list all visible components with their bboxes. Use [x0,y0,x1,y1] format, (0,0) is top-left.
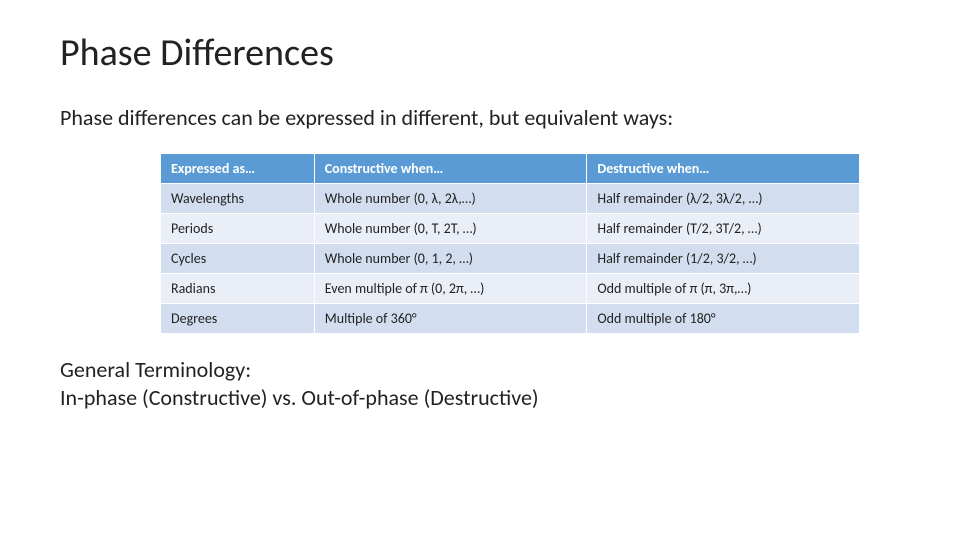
phase-table-wrap: Expressed as… Constructive when… Destruc… [160,153,860,334]
table-row: Cycles Whole number (0, 1, 2, …) Half re… [161,244,860,274]
cell-des: Odd multiple of π (π, 3π,…) [587,274,860,304]
cell-des: Half remainder (λ/2, 3λ/2, …) [587,184,860,214]
table-row: Radians Even multiple of π (0, 2π, …) Od… [161,274,860,304]
terminology-block: General Terminology: In-phase (Construct… [60,356,900,411]
cell-expr: Periods [161,214,315,244]
cell-expr: Wavelengths [161,184,315,214]
table-row: Periods Whole number (0, T, 2T, …) Half … [161,214,860,244]
cell-des: Half remainder (T/2, 3T/2, …) [587,214,860,244]
col-header-expressed-as: Expressed as… [161,154,315,184]
cell-des: Half remainder (1/2, 3/2, …) [587,244,860,274]
cell-des: Odd multiple of 180° [587,304,860,334]
cell-con: Whole number (0, λ, 2λ,…) [314,184,587,214]
terminology-line-2: In-phase (Constructive) vs. Out-of-phase… [60,384,900,412]
phase-table: Expressed as… Constructive when… Destruc… [160,153,860,334]
col-header-constructive: Constructive when… [314,154,587,184]
intro-text: Phase differences can be expressed in di… [60,104,900,131]
terminology-line-1: General Terminology: [60,356,900,384]
cell-con: Whole number (0, 1, 2, …) [314,244,587,274]
cell-con: Even multiple of π (0, 2π, …) [314,274,587,304]
table-row: Degrees Multiple of 360° Odd multiple of… [161,304,860,334]
cell-con: Multiple of 360° [314,304,587,334]
table-header-row: Expressed as… Constructive when… Destruc… [161,154,860,184]
slide-title: Phase Differences [60,30,900,76]
slide: Phase Differences Phase differences can … [0,0,960,540]
table-row: Wavelengths Whole number (0, λ, 2λ,…) Ha… [161,184,860,214]
cell-expr: Radians [161,274,315,304]
cell-expr: Cycles [161,244,315,274]
cell-expr: Degrees [161,304,315,334]
col-header-destructive: Destructive when… [587,154,860,184]
table-body: Wavelengths Whole number (0, λ, 2λ,…) Ha… [161,184,860,334]
cell-con: Whole number (0, T, 2T, …) [314,214,587,244]
